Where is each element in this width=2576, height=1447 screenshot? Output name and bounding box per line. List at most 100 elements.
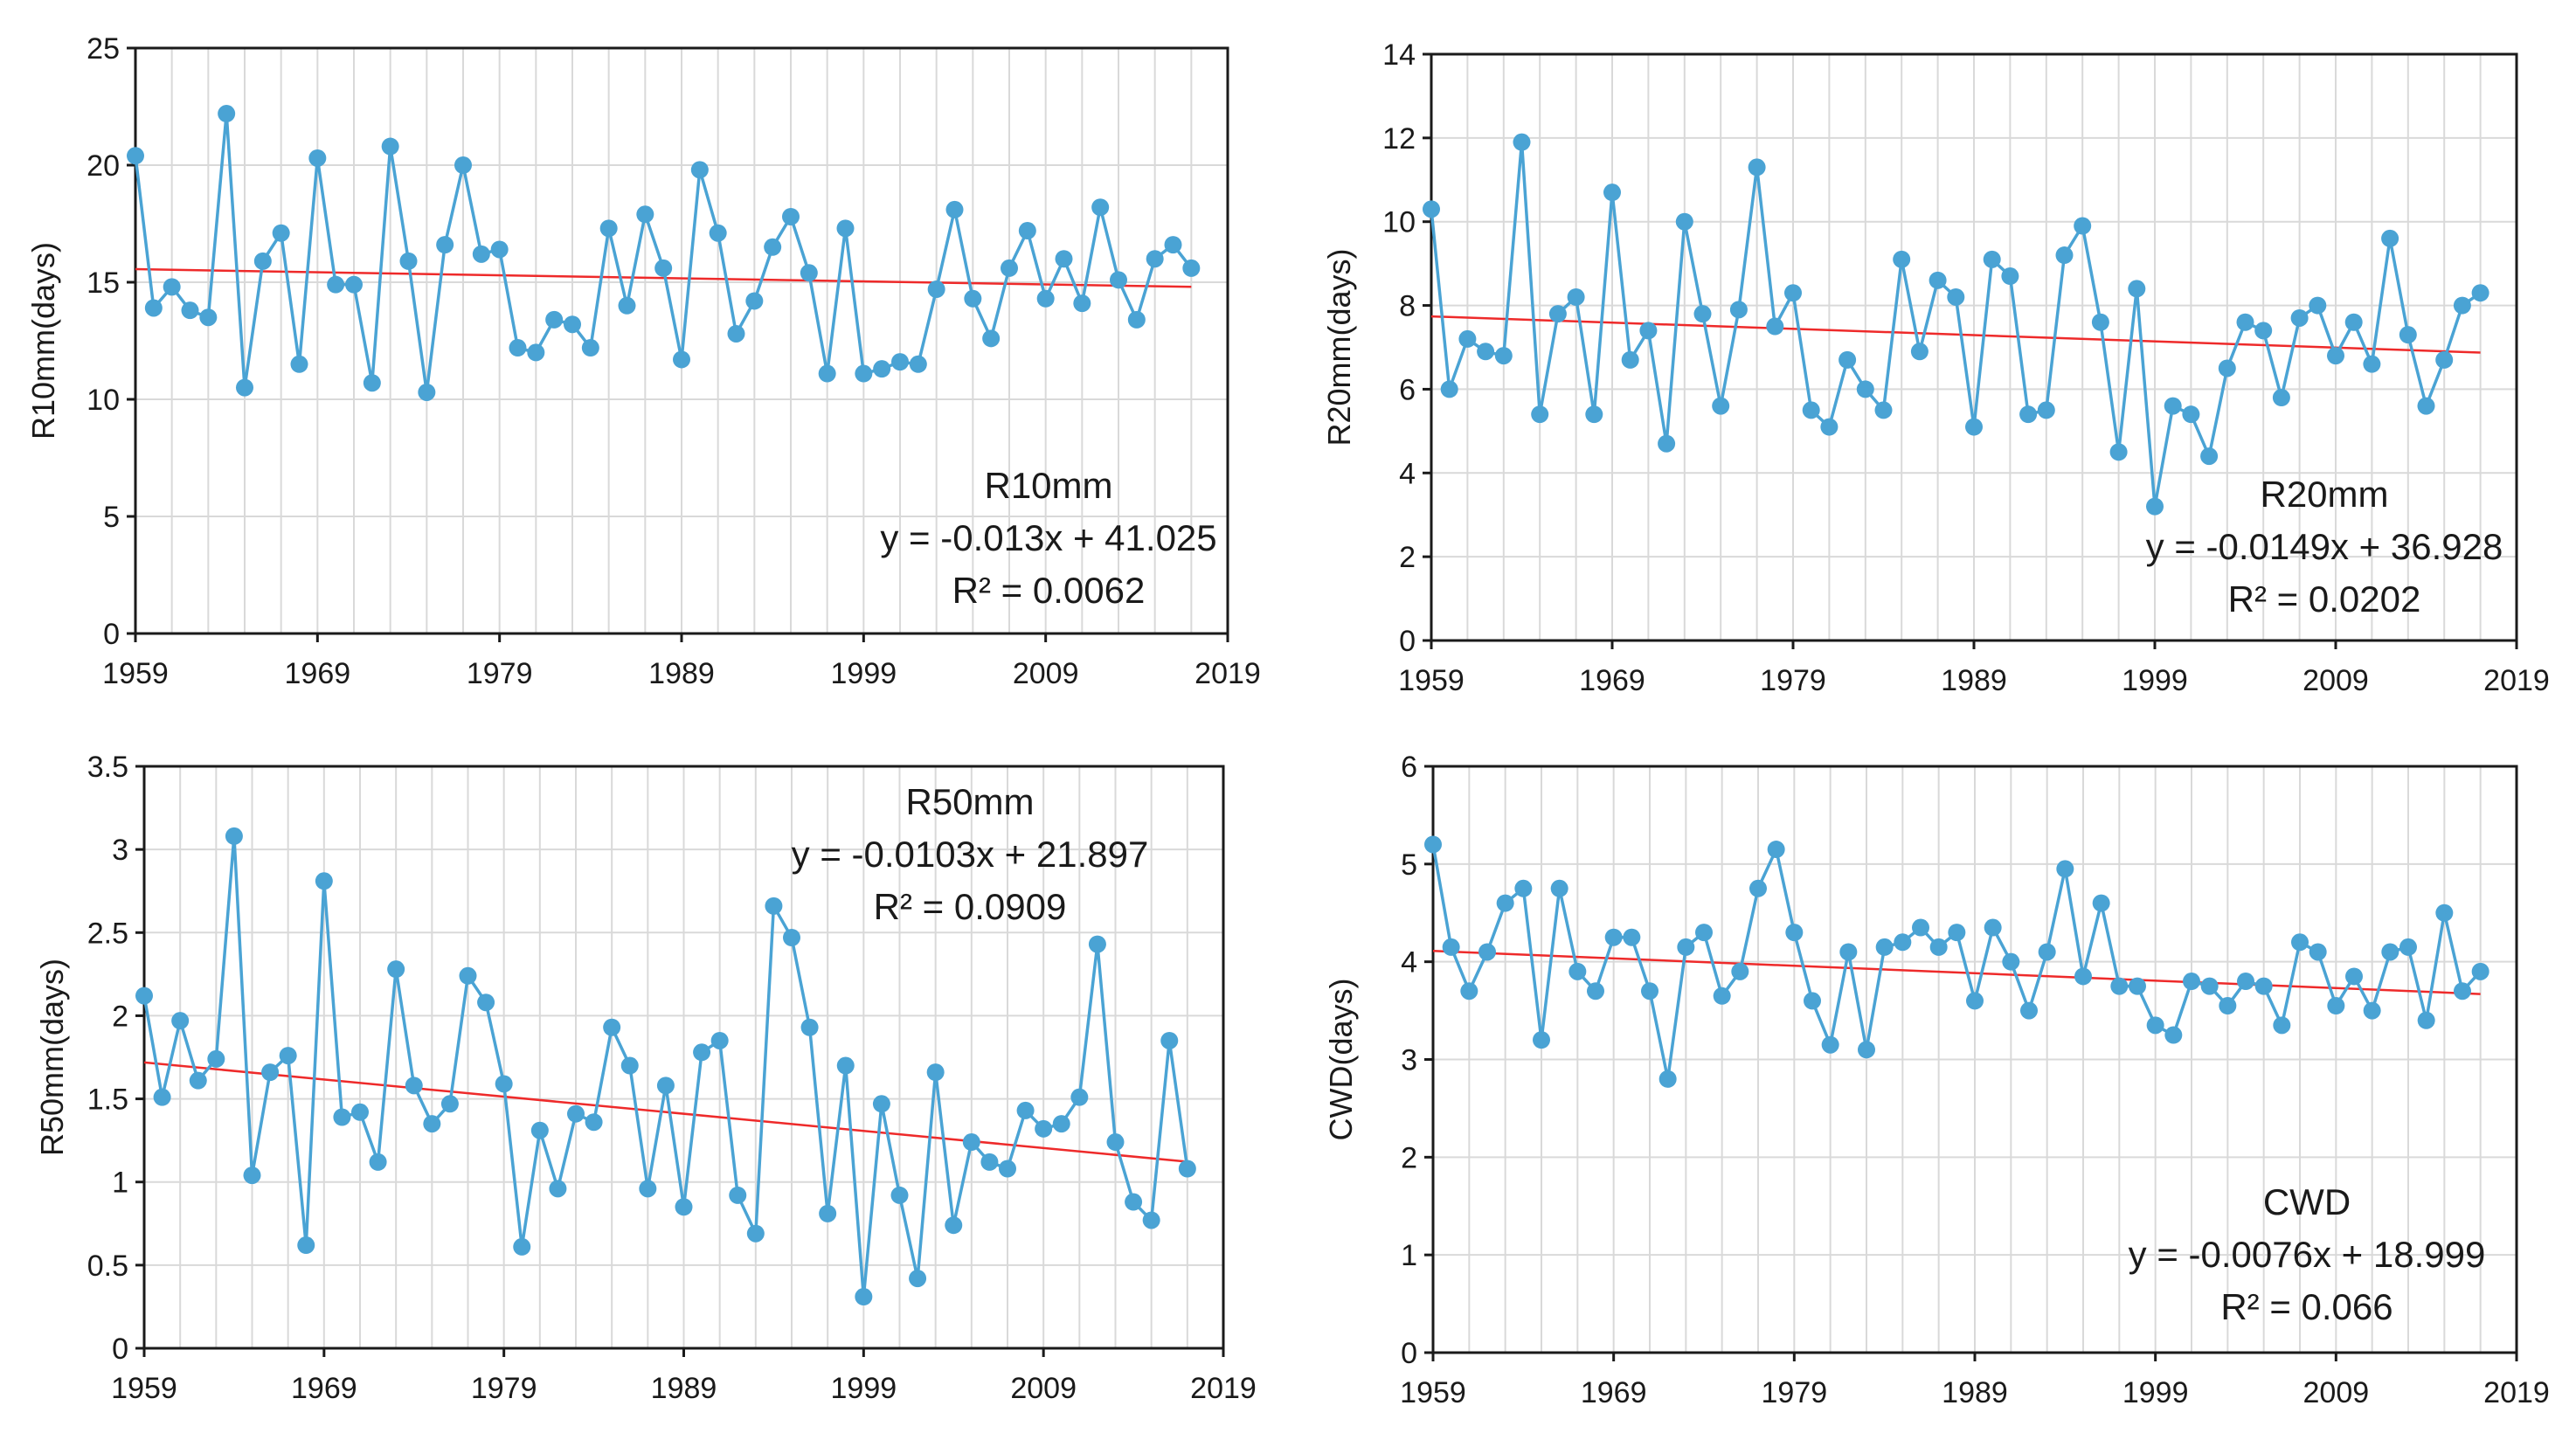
- data-point: [1106, 1133, 1125, 1152]
- data-point: [2399, 938, 2417, 956]
- y-tick-label: 8: [1399, 290, 1416, 323]
- data-point: [2146, 497, 2164, 516]
- y-tick-label: 0: [1399, 625, 1416, 658]
- data-point: [2363, 1001, 2381, 1020]
- data-point: [1804, 992, 1821, 1010]
- data-point: [490, 240, 509, 259]
- data-point: [2164, 397, 2182, 415]
- x-tick-label: 1959: [111, 1372, 177, 1405]
- data-point: [1749, 879, 1767, 897]
- data-point: [675, 1198, 693, 1216]
- data-point: [1729, 301, 1748, 319]
- data-point: [620, 1056, 639, 1075]
- data-point: [1494, 347, 1513, 365]
- data-point: [2056, 860, 2074, 878]
- y-tick-label: 3: [112, 834, 128, 867]
- data-point: [2001, 267, 2019, 286]
- data-point: [333, 1108, 351, 1126]
- y-tick-label: 1: [1401, 1239, 1417, 1272]
- data-point: [1894, 933, 1912, 952]
- data-point: [2417, 1011, 2435, 1029]
- data-point: [980, 1153, 999, 1171]
- gridlines: [1431, 54, 2517, 640]
- data-point: [2381, 943, 2399, 961]
- data-point: [549, 1180, 567, 1198]
- data-point: [2344, 313, 2363, 331]
- data-point: [1055, 250, 1073, 268]
- data-point: [962, 1133, 980, 1152]
- data-point: [729, 1186, 747, 1204]
- data-point: [1478, 943, 1496, 961]
- data-point: [800, 1018, 819, 1036]
- data-point: [945, 1216, 963, 1235]
- y-tick-label: 5: [103, 501, 120, 534]
- annotation-title: R50mm: [905, 781, 1034, 822]
- x-tick-label: 2009: [2302, 664, 2369, 697]
- data-point: [345, 275, 363, 294]
- x-tick-label: 1989: [1941, 664, 2007, 697]
- data-point: [2129, 977, 2146, 995]
- data-point: [873, 360, 891, 378]
- chart-r10mm: 0 5 10 15 20 25 1959 1969 1979 1989 1999 2009 2019 R1…: [25, 32, 1261, 690]
- data-point: [135, 987, 153, 1005]
- data-point: [527, 343, 545, 362]
- data-point: [909, 1270, 927, 1288]
- x-tick-label: 2009: [1010, 1372, 1077, 1405]
- data-point: [1477, 343, 1495, 361]
- y-tick-label: 0.5: [87, 1250, 128, 1283]
- data-points: [1424, 835, 2489, 1088]
- data-point: [218, 105, 236, 123]
- data-point: [1767, 841, 1785, 859]
- data-point: [2182, 405, 2200, 424]
- x-tick-label: 1999: [831, 657, 897, 690]
- data-point: [690, 161, 709, 179]
- data-point: [1001, 259, 1018, 277]
- y-axis-title: R10mm(days): [25, 242, 61, 440]
- data-point: [1693, 305, 1712, 323]
- data-point: [1127, 310, 1146, 329]
- y-axis-title: R20mm(days): [1321, 248, 1357, 446]
- data-point: [144, 299, 163, 317]
- data-point: [1910, 343, 1929, 361]
- data-point: [727, 324, 745, 343]
- data-point: [1142, 1211, 1160, 1229]
- data-point: [1802, 401, 1820, 419]
- y-tick-label: 0: [103, 618, 120, 651]
- data-point: [1146, 250, 1164, 268]
- data-point: [855, 1288, 873, 1306]
- data-point: [1893, 250, 1911, 268]
- y-axis-title: CWD(days): [1323, 979, 1359, 1141]
- data-point: [2219, 996, 2237, 1014]
- x-tick-label: 2019: [1195, 657, 1261, 690]
- data-point: [399, 252, 418, 270]
- data-point: [1052, 1115, 1070, 1133]
- data-point: [2435, 904, 2454, 922]
- annotation-equation: y = -0.0076x + 18.999: [2129, 1234, 2486, 1275]
- data-point: [964, 289, 982, 308]
- data-point: [1858, 1041, 1875, 1059]
- data-point: [2254, 977, 2273, 995]
- data-point: [945, 200, 964, 218]
- data-point: [1874, 401, 1893, 419]
- data-point: [1531, 405, 1549, 424]
- data-point: [1875, 938, 1894, 956]
- data-point: [1856, 380, 1874, 398]
- data-point: [1966, 992, 1984, 1010]
- data-point: [745, 292, 764, 310]
- data-point: [1983, 250, 2001, 268]
- data-point: [1513, 133, 1531, 151]
- data-point: [2128, 280, 2146, 298]
- data-point: [2092, 894, 2110, 912]
- data-point: [1948, 924, 1966, 942]
- data-point: [2183, 973, 2200, 991]
- y-tick-label: 4: [1399, 457, 1416, 490]
- data-point: [1929, 938, 1948, 956]
- data-point: [181, 301, 199, 320]
- data-point: [2091, 313, 2109, 331]
- data-point: [1675, 212, 1693, 231]
- x-tick-label: 1989: [651, 1372, 717, 1405]
- x-tick-label: 1969: [291, 1372, 357, 1405]
- data-point: [2074, 217, 2092, 235]
- data-point: [999, 1160, 1016, 1178]
- data-point: [2038, 943, 2056, 961]
